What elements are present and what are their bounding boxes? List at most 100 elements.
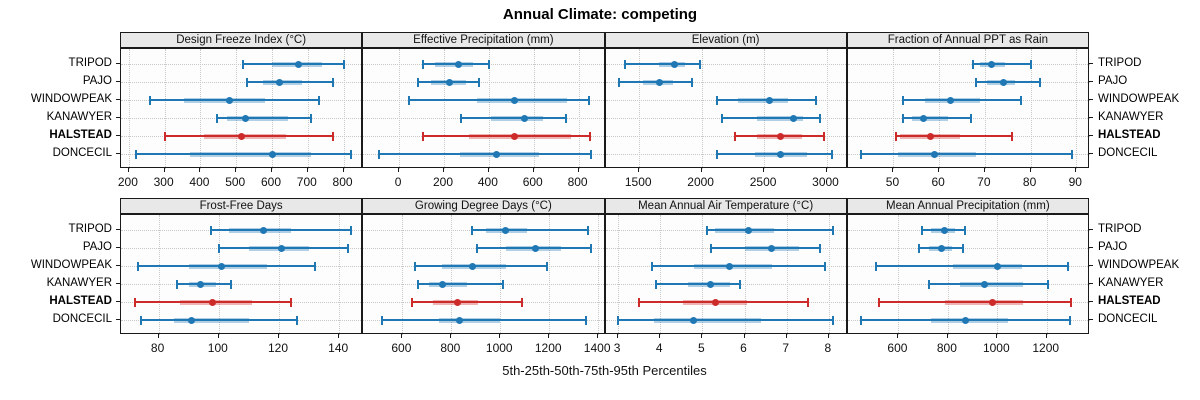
median-dot [988,60,996,68]
site-label-right: HALSTEAD [1098,129,1161,141]
axis-tick [763,168,765,172]
median-dot [919,114,927,122]
whisker-cap-95th [588,131,591,141]
axis-tick-label: 7 [782,341,789,355]
site-tick [116,135,120,136]
axis-tick-label: 140 [328,341,349,355]
row-guide-line [847,82,1090,83]
whisker-cap-95th [290,297,293,307]
iqr-band [476,97,568,103]
panel-strip-fraction-of-annual-ppt-as-rain: Fraction of Annual PPT as Rain [846,32,1089,48]
whisker-cap-5th [928,279,931,289]
percentile-range-line [412,301,523,303]
panel-strip-frost-free-days: Frost-Free Days [120,198,363,214]
median-dot [295,60,303,68]
iqr-band [184,97,265,103]
whisker-cap-5th [875,261,878,271]
whisker-cap-95th [331,77,334,87]
median-dot [926,132,934,140]
median-dot [197,280,205,288]
iqr-band [756,115,804,121]
median-dot [670,60,678,68]
gridline [598,215,600,335]
percentile-range-line [717,153,833,155]
axis-tick [892,168,894,172]
panel-elevation-m [604,48,848,169]
whisker-cap-5th [459,113,462,123]
median-dot [511,132,519,140]
site-label-left: DONCECIL [52,147,112,159]
site-tick [1089,283,1093,284]
whisker-cap-95th [589,243,592,253]
axis-tick-label: 700 [296,175,317,189]
iqr-band [653,317,762,323]
median-dot [988,298,996,306]
whisker-cap-5th [901,95,904,105]
whisker-cap-5th [974,77,977,87]
site-tick [116,265,120,266]
whisker-cap-95th [317,95,320,105]
median-dot [238,132,246,140]
axis-tick [450,334,452,338]
gridline [533,49,535,169]
site-tick [116,99,120,100]
axis-tick [785,334,787,338]
gridline [1076,49,1078,169]
whisker-cap-5th [618,77,621,87]
axis-tick-label: 500 [225,175,246,189]
site-label-left: KANAWYER [46,111,112,123]
gridline [402,215,404,335]
whisker-cap-95th [501,279,504,289]
panel-strip-title: Elevation (m) [691,34,760,46]
axis-tick [342,168,344,172]
gridline [343,49,345,169]
gridline [549,215,551,335]
percentile-range-line [378,153,591,155]
axis-tick [1075,168,1077,172]
median-dot [993,262,1001,270]
whisker-cap-95th [310,113,313,123]
whisker-cap-5th [411,297,414,307]
chart-title: Annual Climate: competing [502,6,698,23]
median-dot [707,280,715,288]
median-dot [940,226,948,234]
whisker-cap-95th [331,131,334,141]
axis-tick [946,334,948,338]
whisker-cap-5th [860,315,863,325]
percentile-range-line [618,319,833,321]
whisker-cap-5th [894,131,897,141]
iqr-band [429,281,468,287]
median-dot [938,244,946,252]
axis-tick [499,334,501,338]
percentile-range-line [164,135,333,137]
site-tick [116,283,120,284]
percentile-range-line [878,301,1072,303]
median-dot [656,78,664,86]
axis-tick-label: 2500 [749,175,777,189]
gridline [618,215,620,335]
axis-tick [127,168,129,172]
median-dot [501,226,509,234]
site-label-left: HALSTEAD [49,295,112,307]
site-label-left: WINDOWPEAK [30,259,112,271]
whisker-cap-5th [210,225,213,235]
whisker-cap-95th [961,243,964,253]
whisker-cap-5th [215,113,218,123]
median-dot [260,226,268,234]
gridline [578,49,580,169]
site-tick [1089,63,1093,64]
whisker-cap-5th [380,315,383,325]
median-dot [439,280,447,288]
whisker-cap-5th [920,225,923,235]
median-dot [456,316,464,324]
percentile-range-line [625,63,701,65]
gridline [1030,49,1032,169]
site-label-right: HALSTEAD [1098,295,1161,307]
axis-tick [577,168,579,172]
axis-tick-label: 1400 [583,341,611,355]
axis-tick [401,334,403,338]
median-dot [225,96,233,104]
median-dot [711,298,719,306]
site-tick [1089,301,1093,302]
axis-tick [1029,168,1031,172]
